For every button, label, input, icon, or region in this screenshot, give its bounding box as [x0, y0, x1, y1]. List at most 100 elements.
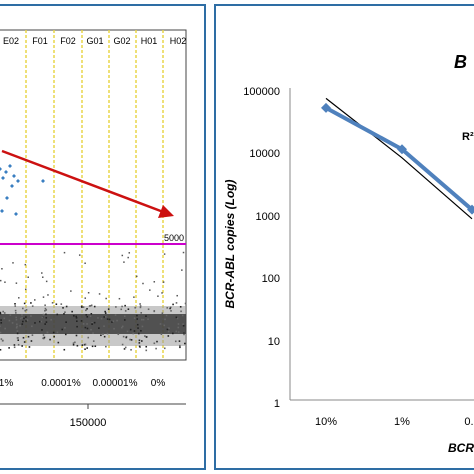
negative-droplet: [139, 305, 142, 307]
negative-droplet: [84, 326, 87, 329]
negative-droplet: [103, 325, 105, 327]
rain-droplet: [78, 254, 81, 256]
negative-droplet: [182, 323, 184, 325]
negative-droplet: [103, 316, 106, 318]
positive-droplet: [0, 209, 4, 213]
negative-droplet: [87, 336, 90, 339]
negative-droplet: [2, 310, 4, 313]
negative-droplet: [133, 330, 136, 332]
negative-droplet: [15, 326, 18, 329]
negative-droplet: [134, 306, 137, 309]
y-tick-100000: 100000: [243, 86, 280, 98]
negative-droplet: [153, 310, 156, 313]
negative-droplet: [17, 339, 20, 341]
negative-droplet: [145, 315, 147, 317]
negative-droplet: [89, 315, 92, 318]
negative-droplet: [164, 318, 166, 321]
negative-droplet: [97, 317, 99, 319]
well-label-h01: H01: [141, 36, 158, 46]
y-tick-1000: 1000: [256, 211, 280, 223]
well-label-g02: G02: [113, 36, 130, 46]
rain-droplet: [161, 292, 163, 294]
negative-droplet: [94, 345, 97, 348]
negative-droplet: [166, 328, 169, 331]
negative-droplet: [80, 320, 83, 322]
negative-droplet: [104, 316, 107, 318]
rain-droplet: [1, 268, 3, 270]
negative-droplet: [123, 348, 126, 350]
y-tick-1: 1: [274, 398, 280, 410]
rain-droplet: [127, 256, 129, 259]
negative-droplet: [100, 317, 103, 320]
negative-droplet: [81, 344, 84, 346]
negative-droplet: [138, 342, 141, 344]
negative-droplet: [63, 348, 66, 351]
rain-droplet: [98, 293, 101, 295]
negative-droplet: [138, 332, 140, 335]
x-axis-title: BCR: [448, 441, 474, 455]
y-tick-10: 10: [268, 336, 280, 348]
negative-droplet: [25, 316, 27, 318]
negative-droplet: [107, 308, 110, 310]
negative-droplet: [104, 312, 107, 314]
negative-droplet: [65, 305, 68, 308]
negative-droplet: [111, 321, 113, 323]
negative-droplet: [175, 316, 178, 319]
negative-droplet: [140, 329, 142, 332]
negative-droplet: [91, 322, 93, 324]
negative-droplet: [136, 323, 139, 326]
negative-droplet: [0, 325, 1, 327]
percent-label-3: 0.00001%: [92, 378, 137, 389]
negative-droplet: [125, 336, 128, 339]
negative-droplet: [167, 330, 170, 333]
negative-droplet: [42, 337, 44, 340]
negative-droplet: [0, 319, 2, 321]
negative-droplet: [16, 325, 18, 328]
rain-droplet: [123, 261, 125, 263]
negative-droplet: [121, 305, 123, 308]
negative-droplet: [57, 341, 60, 344]
well-dividers: [25, 30, 164, 360]
negative-droplet: [178, 340, 181, 342]
positive-droplet: [5, 196, 9, 200]
negative-droplet: [23, 341, 26, 343]
positive-droplet: [10, 184, 14, 188]
negative-droplet: [80, 305, 83, 308]
negative-droplet: [114, 314, 117, 316]
well-label-f01: F01: [32, 36, 48, 46]
negative-droplet: [45, 313, 47, 316]
positive-droplet: [4, 170, 8, 174]
negative-droplet: [145, 349, 148, 352]
rain-droplet: [42, 296, 45, 298]
negative-droplet: [26, 319, 29, 321]
rain-droplet: [182, 251, 185, 254]
negative-droplet: [116, 319, 118, 322]
negative-droplet: [180, 310, 182, 313]
negative-droplet: [16, 332, 19, 335]
negative-droplet: [103, 335, 106, 338]
negative-droplet: [136, 314, 138, 317]
negative-droplet: [137, 327, 139, 329]
percent-label-2: 0.0001%: [41, 378, 81, 389]
negative-droplet: [121, 343, 124, 346]
negative-droplet: [124, 346, 127, 349]
rain-droplet: [34, 299, 36, 301]
negative-droplet: [13, 344, 16, 346]
negative-droplet: [130, 339, 133, 341]
negative-droplet: [8, 319, 11, 322]
negative-droplet: [84, 348, 86, 351]
negative-droplet: [40, 320, 43, 323]
rain-droplet: [15, 282, 18, 284]
negative-droplet: [120, 308, 123, 311]
negative-droplet: [63, 313, 65, 315]
rain-droplet: [87, 291, 90, 294]
negative-droplet: [74, 341, 76, 344]
negative-droplet: [100, 334, 102, 337]
negative-droplet: [75, 315, 78, 318]
negative-droplet: [44, 323, 46, 325]
negative-droplet: [44, 304, 46, 307]
series-line-0: [325, 106, 474, 212]
trendline: [325, 97, 473, 220]
negative-droplet: [179, 344, 181, 347]
rain-droplets: [0, 251, 185, 301]
